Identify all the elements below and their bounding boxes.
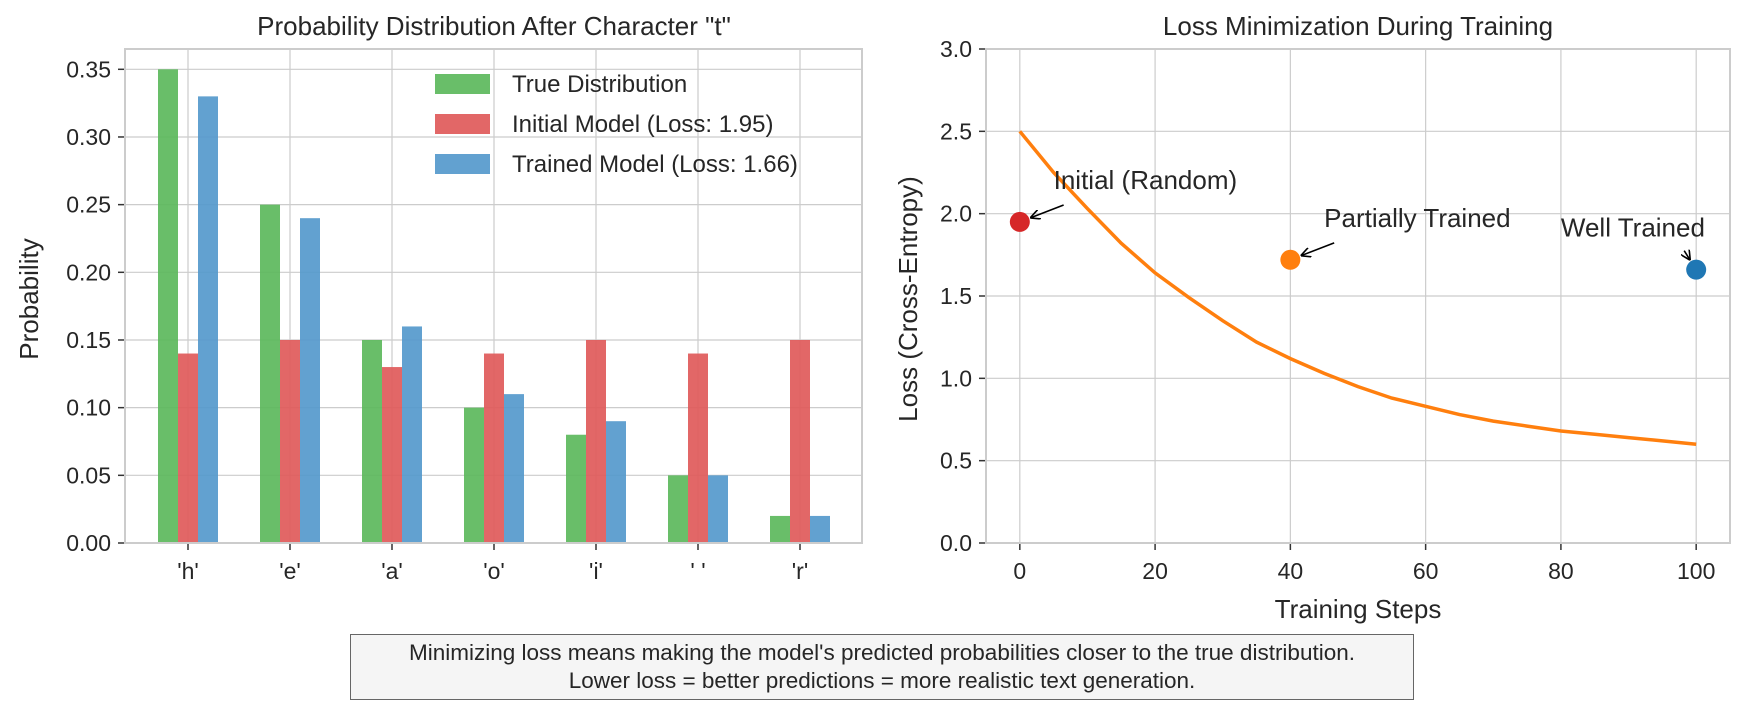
bar-true-4 (566, 434, 586, 543)
chart2-xtick-label: 80 (1548, 558, 1574, 584)
chart1-ytick-label: 0.35 (66, 56, 111, 82)
chart2-xtick-label: 20 (1142, 558, 1168, 584)
annotation-arrow (1684, 251, 1690, 260)
chart2-xtick-label: 40 (1278, 558, 1304, 584)
annotation-arrow (1302, 242, 1335, 256)
chart2-ytick-label: 2.0 (940, 201, 972, 227)
chart2-ytick-label: 2.5 (940, 118, 972, 144)
point-well-trained (1686, 259, 1707, 280)
legend-swatch (435, 154, 490, 174)
bar-true-0 (158, 69, 178, 544)
caption-line-2: Lower loss = better predictions = more r… (568, 668, 1196, 693)
chart1-xtick-label: 'a' (381, 558, 403, 584)
caption-line-1: Minimizing loss means making the model's… (409, 640, 1355, 665)
bar-true-2 (362, 339, 382, 543)
chart2-ytick-label: 1.0 (940, 365, 972, 391)
legend-swatch (435, 114, 490, 134)
chart1-ytick-label: 0.30 (66, 124, 111, 150)
probability-bar-chart: Probability Distribution After Character… (14, 11, 863, 584)
bar-initial-3 (484, 353, 504, 543)
chart2-xtick-label: 100 (1677, 558, 1715, 584)
legend-entry: Trained Model (Loss: 1.66) (512, 151, 798, 178)
bar-trained-1 (300, 218, 320, 543)
chart2-xlabel: Training Steps (1275, 594, 1442, 624)
annotation-initial-random: Initial (Random) (1054, 165, 1238, 195)
chart1-xtick-label: ' ' (690, 558, 705, 584)
bar-initial-4 (586, 339, 606, 543)
chart1-xtick-label: 'h' (177, 558, 199, 584)
bar-true-3 (464, 407, 484, 543)
bar-trained-0 (198, 96, 218, 543)
chart1-ytick-label: 0.15 (66, 327, 111, 353)
bar-initial-5 (688, 353, 708, 543)
chart1-xtick-label: 'r' (792, 558, 808, 584)
loss-curve (1018, 130, 1697, 446)
chart1-ytick-label: 0.25 (66, 192, 111, 218)
chart1-xtick-label: 'i' (589, 558, 603, 584)
loss-line-chart: Loss Minimization During Training Traini… (893, 11, 1731, 624)
chart2-xtick-label: 60 (1413, 558, 1439, 584)
bar-true-5 (668, 475, 688, 543)
chart2-axes-frame (985, 48, 1731, 544)
bar-initial-0 (178, 353, 198, 543)
bar-trained-6 (810, 515, 830, 543)
legend-entry: True Distribution (512, 71, 687, 98)
bar-trained-2 (402, 326, 422, 543)
chart1-xtick-label: 'e' (279, 558, 301, 584)
annotation-arrow (1031, 204, 1064, 218)
caption-box: Minimizing loss means making the model's… (350, 634, 1414, 700)
point-initial-random (1009, 211, 1030, 232)
bar-true-1 (260, 204, 280, 543)
chart1-ytick-label: 0.00 (66, 530, 111, 556)
point-partially-trained (1280, 249, 1301, 270)
annotation-partially-trained: Partially Trained (1324, 203, 1510, 233)
bar-trained-4 (606, 421, 626, 543)
chart2-ytick-label: 1.5 (940, 283, 972, 309)
legend-swatch (435, 74, 490, 94)
bar-initial-2 (382, 367, 402, 543)
chart1-ytick-label: 0.10 (66, 395, 111, 421)
chart2-xtick-label: 0 (1013, 558, 1026, 584)
legend-entry: Initial Model (Loss: 1.95) (512, 111, 773, 138)
bar-initial-1 (280, 339, 300, 543)
chart1-title: Probability Distribution After Character… (257, 11, 731, 41)
chart2-ytick-label: 0.0 (940, 530, 972, 556)
chart1-ylabel: Probability (14, 238, 44, 359)
chart2-ytick-label: 3.0 (940, 36, 972, 62)
chart1-ytick-label: 0.05 (66, 462, 111, 488)
chart1-ytick-label: 0.20 (66, 259, 111, 285)
chart2-ylabel: Loss (Cross-Entropy) (893, 176, 923, 422)
chart1-axes-frame (124, 48, 863, 544)
chart1-legend: True Distribution Initial Model (Loss: 1.… (435, 71, 798, 178)
bar-trained-3 (504, 394, 524, 543)
chart2-ytick-label: 0.5 (940, 448, 972, 474)
bar-trained-5 (708, 475, 728, 543)
chart2-title: Loss Minimization During Training (1163, 11, 1553, 41)
bar-true-6 (770, 515, 790, 543)
bar-initial-6 (790, 339, 810, 543)
chart1-xtick-label: 'o' (483, 558, 505, 584)
annotation-well-trained: Well Trained (1561, 213, 1705, 243)
